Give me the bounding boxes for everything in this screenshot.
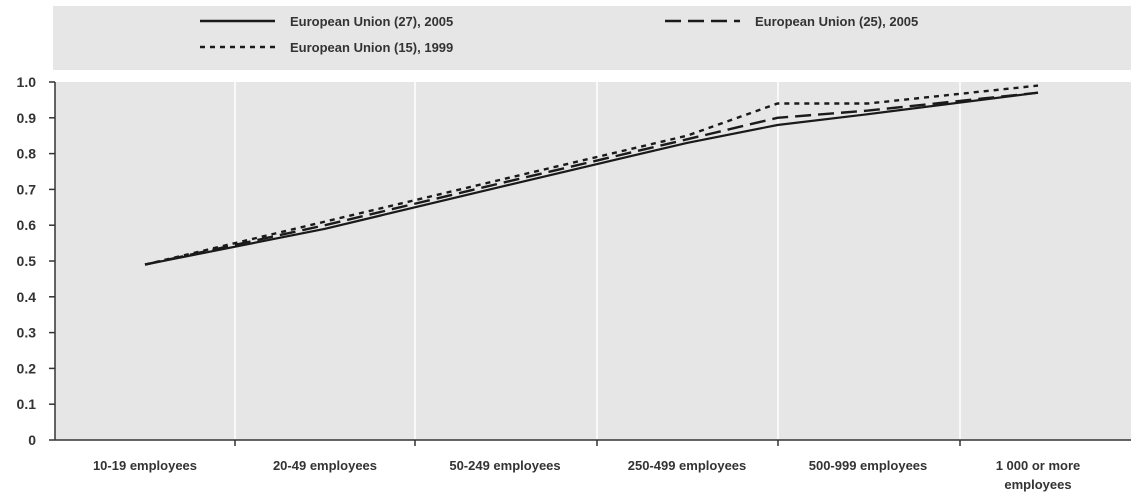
x-axis: 10-19 employees 20-49 employees 50-249 emp… xyxy=(55,440,1131,492)
x-label-3: 250-499 employees xyxy=(628,458,747,473)
legend-label-3: European Union (15), 1999 xyxy=(290,40,453,55)
legend-label-2: European Union (25), 2005 xyxy=(755,14,918,29)
x-label-0: 10-19 employees xyxy=(93,458,197,473)
y-tick-label-6: 0.6 xyxy=(17,217,37,233)
y-tick-label-1: 0.1 xyxy=(17,396,37,412)
x-label-2: 50-249 employees xyxy=(449,458,560,473)
y-tick-label-5: 0.5 xyxy=(17,253,37,269)
x-label-5: 1 000 or more xyxy=(996,458,1081,473)
y-tick-label-3: 0.3 xyxy=(17,325,37,341)
x-label-5-line-2: employees xyxy=(1004,477,1071,492)
plot-area xyxy=(55,82,1131,440)
y-tick-label-10: 1.0 xyxy=(17,74,37,90)
x-label-4: 500-999 employees xyxy=(809,458,928,473)
y-tick-label-8: 0.8 xyxy=(17,146,37,162)
y-tick-label-0: 0 xyxy=(28,432,36,448)
y-tick-label-2: 0.2 xyxy=(17,360,37,376)
x-label-1: 20-49 employees xyxy=(273,458,377,473)
legend-box xyxy=(53,6,1131,70)
y-axis: 0 0.1 0.2 0.3 0.4 0.5 0.6 0.7 0.8 0.9 1.0 xyxy=(17,74,55,448)
legend-label-1: European Union (27), 2005 xyxy=(290,14,453,29)
y-tick-label-4: 0.4 xyxy=(17,289,37,305)
y-tick-label-9: 0.9 xyxy=(17,110,37,126)
y-tick-label-7: 0.7 xyxy=(17,181,37,197)
